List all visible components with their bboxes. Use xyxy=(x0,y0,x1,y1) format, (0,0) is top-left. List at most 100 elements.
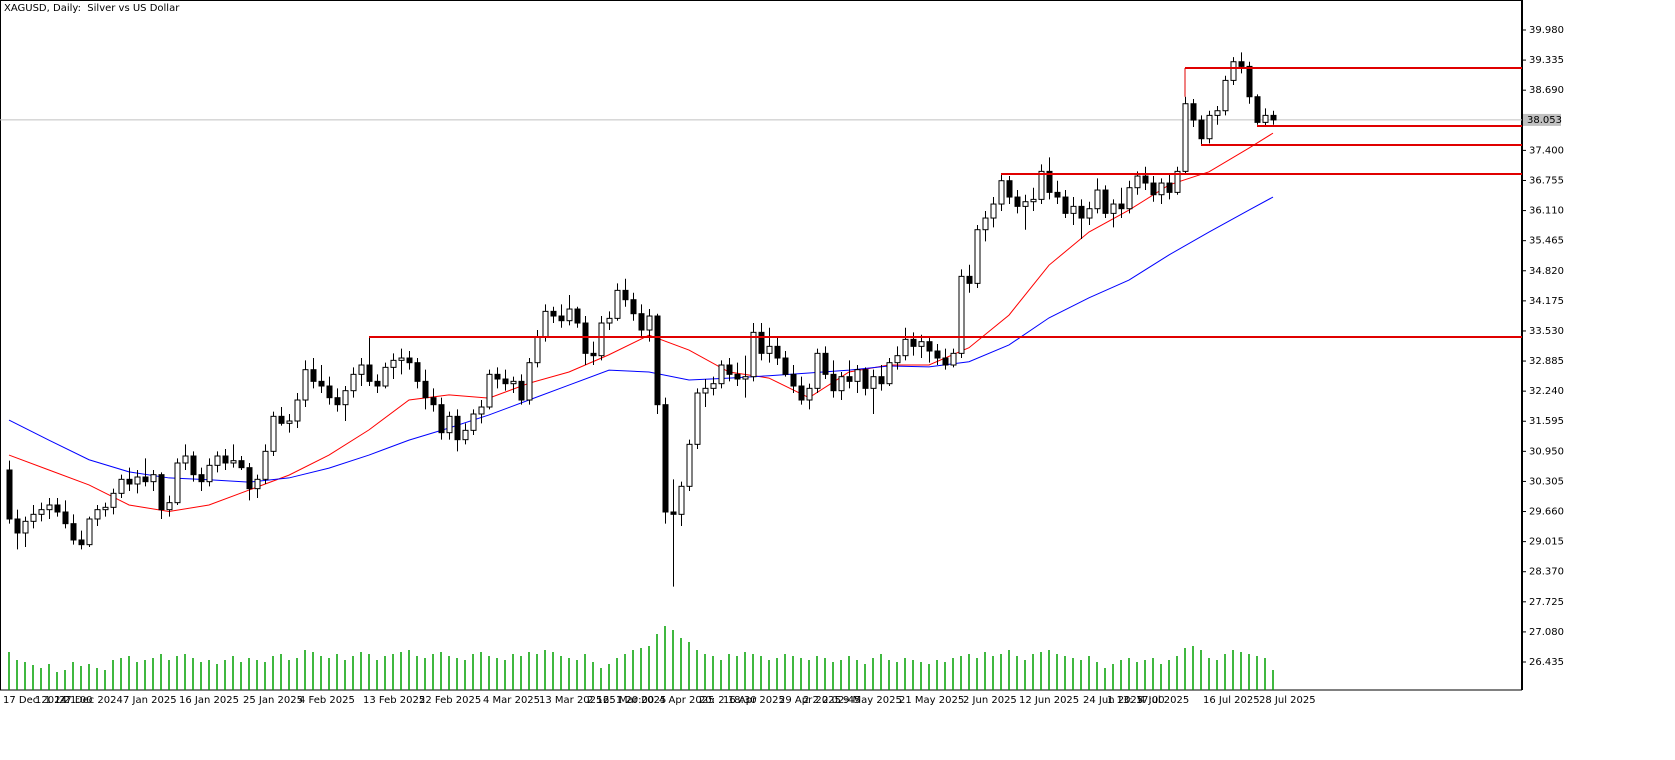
moving-average xyxy=(8,196,1274,483)
x-tick-label: 2 16: 1 20:00 xyxy=(587,695,654,706)
candle-body xyxy=(878,376,885,385)
y-tick-label: 36.755 xyxy=(1529,175,1564,186)
x-tick-label: 29 Apr 2025 xyxy=(779,695,841,706)
x-tick-label: 17 Dec 2024 xyxy=(3,695,67,706)
candle-body xyxy=(1102,189,1109,214)
candle-body xyxy=(62,511,69,525)
candle-body xyxy=(302,369,309,401)
candle-body xyxy=(446,415,453,434)
candle-body xyxy=(102,506,109,511)
candle-body xyxy=(934,350,941,359)
candle-body xyxy=(1006,180,1013,198)
candle-body xyxy=(582,322,589,354)
candle-body xyxy=(1174,170,1181,193)
candle-body xyxy=(38,509,45,515)
candle-body xyxy=(406,357,413,364)
candle-body xyxy=(918,341,925,347)
candle-body xyxy=(566,308,573,322)
candle-body xyxy=(454,415,461,441)
candle-body xyxy=(958,275,965,354)
candle-body xyxy=(710,383,717,389)
candle-body xyxy=(1150,182,1157,196)
y-tick-label: 33.530 xyxy=(1529,326,1564,337)
candle-body xyxy=(134,476,141,485)
candle-body xyxy=(174,462,181,504)
candle-body xyxy=(998,180,1005,205)
candle-body xyxy=(1230,61,1237,81)
candle-body xyxy=(1246,65,1253,98)
candle-body xyxy=(774,345,781,359)
candle-body xyxy=(14,518,21,534)
candle-body xyxy=(1126,187,1133,210)
candle-body xyxy=(862,369,869,389)
candle-body xyxy=(1046,170,1053,193)
candle-body xyxy=(342,390,349,406)
candle-body xyxy=(182,455,189,464)
candle-body xyxy=(814,352,821,389)
y-tick-label: 35.465 xyxy=(1529,236,1564,247)
candle-body xyxy=(806,387,813,401)
x-tick-label: 16 Jul 2025 xyxy=(1203,695,1260,706)
candle-body xyxy=(366,364,373,382)
candle-body xyxy=(718,364,725,385)
candle-body xyxy=(758,331,765,354)
candle-body xyxy=(46,504,53,511)
candle-body xyxy=(6,469,13,520)
candle-body xyxy=(502,378,509,385)
candle-body xyxy=(54,504,61,513)
candle-body xyxy=(390,359,397,368)
y-tick-label: 36.110 xyxy=(1529,206,1564,217)
candle-body xyxy=(214,455,221,466)
x-tick-label: 25 Jan 2025 xyxy=(243,695,303,706)
candle-body xyxy=(750,331,757,378)
candle-body xyxy=(246,467,253,490)
candle-body xyxy=(398,357,405,361)
candle-body xyxy=(326,385,333,399)
candle-body xyxy=(422,380,429,399)
candle-body xyxy=(1038,170,1045,200)
y-tick-label: 29.015 xyxy=(1529,537,1564,548)
candle-body xyxy=(598,322,605,357)
candle-body xyxy=(1134,175,1141,189)
candle-body xyxy=(1142,175,1149,184)
candle-body xyxy=(1118,203,1125,210)
x-tick-label: 13 Mar 2025 xyxy=(539,695,602,706)
candle-body xyxy=(1022,201,1029,207)
candle-body xyxy=(822,352,829,375)
price-tag xyxy=(1523,113,1561,126)
candle-body xyxy=(374,380,381,387)
candle-body xyxy=(894,355,901,364)
candle-body xyxy=(1198,119,1205,140)
candle-body xyxy=(742,376,749,380)
price-tag-label: 38.053 xyxy=(1527,115,1562,126)
candle-body xyxy=(1190,103,1197,121)
candle-body xyxy=(1222,79,1229,112)
candle-body xyxy=(1078,205,1085,219)
x-tick-label: 16 Apr 2025 xyxy=(723,695,785,706)
y-tick-label: 34.820 xyxy=(1529,266,1564,277)
candle-body xyxy=(942,357,949,366)
candle-body xyxy=(334,397,341,406)
candle-body xyxy=(470,413,477,431)
candle-body xyxy=(702,387,709,394)
candle-body xyxy=(478,406,485,415)
x-tick-label: 7 Jan 2025 xyxy=(123,695,177,706)
y-tick-label: 30.950 xyxy=(1529,446,1564,457)
candle-body xyxy=(110,492,117,508)
candle-body xyxy=(990,203,997,219)
candle-body xyxy=(1158,182,1165,196)
candle-body xyxy=(574,308,581,324)
candle-body xyxy=(350,373,357,392)
candle-body xyxy=(438,404,445,434)
y-tick-label: 26.435 xyxy=(1529,657,1564,668)
candle-body xyxy=(142,476,149,483)
candle-body xyxy=(926,341,933,352)
chart-title: XAGUSD, Daily: Silver vs US Dollar xyxy=(4,3,180,14)
y-tick-label: 29.660 xyxy=(1529,507,1564,518)
x-tick-label: 28 Jul 2025 xyxy=(1259,695,1316,706)
candle-body xyxy=(318,380,325,387)
candle-body xyxy=(118,478,125,494)
candle-body xyxy=(1110,203,1117,214)
candle-body xyxy=(518,380,525,401)
candle-body xyxy=(534,336,541,364)
